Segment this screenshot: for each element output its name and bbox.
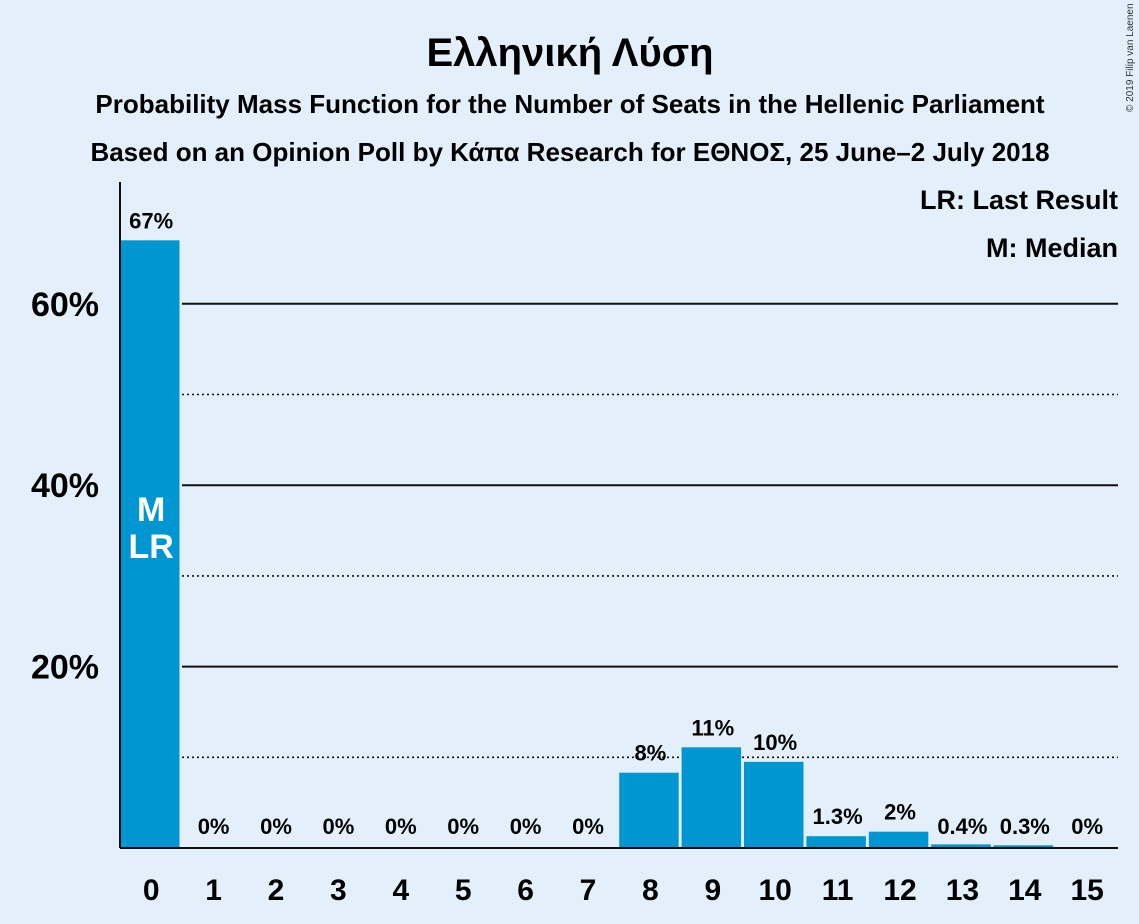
data-label: 0% <box>510 814 542 839</box>
data-label: 11% <box>691 715 734 740</box>
x-tick-label: 15 <box>1071 874 1104 907</box>
x-tick-label: 10 <box>759 874 792 907</box>
data-label: 0% <box>385 814 417 839</box>
x-tick-label: 11 <box>822 874 854 907</box>
chart-subtitle-poll: Based on an Opinion Poll by Κάπα Researc… <box>90 137 1049 167</box>
bar <box>744 761 804 848</box>
y-tick-label: 40% <box>31 467 99 505</box>
bar <box>681 747 742 848</box>
x-tick-label: 5 <box>455 874 472 907</box>
x-tick-label: 12 <box>883 874 916 907</box>
data-label: 0.3% <box>1000 814 1050 839</box>
data-label: 0% <box>447 814 479 839</box>
data-label: 2% <box>884 800 916 825</box>
y-tick-label: 20% <box>31 649 99 687</box>
x-tick-label: 1 <box>205 874 222 907</box>
axes <box>119 182 1118 849</box>
bar <box>806 836 866 848</box>
data-label: 8% <box>635 741 667 766</box>
data-label: 0% <box>260 814 292 839</box>
x-tick-label: 13 <box>946 874 979 907</box>
chart-subtitle: Probability Mass Function for the Number… <box>95 89 1045 119</box>
bar <box>120 240 180 848</box>
y-tick-label: 60% <box>31 286 99 324</box>
copyright-note: © 2019 Filip van Laenen <box>1125 3 1136 112</box>
x-tick-label: 4 <box>392 874 409 907</box>
bar <box>931 844 991 848</box>
x-tick-label: 2 <box>268 874 285 907</box>
bar <box>619 772 679 848</box>
bar <box>993 845 1054 848</box>
data-labels: 67% 0% 0% 0% 0% 0% 0% 0% 8% 11% 10% 1.3% 2% 0.4% 0.3% 0… <box>129 208 1104 839</box>
x-tick-label: 8 <box>642 874 659 907</box>
x-tick-label: 9 <box>704 874 721 907</box>
x-axis-ticks: 0 1 2 3 4 5 6 7 8 9 10 11 12 13 14 15 <box>143 874 1104 907</box>
x-tick-label: 0 <box>143 874 160 907</box>
bar-marker: LR <box>129 528 174 566</box>
chart-title: Ελληνική Λύση <box>426 31 713 75</box>
data-label: 0% <box>323 814 355 839</box>
y-axis-ticks: 20% 40% 60% <box>31 286 99 687</box>
data-label: 0.4% <box>937 814 987 839</box>
x-tick-label: 14 <box>1008 874 1042 907</box>
data-label: 1.3% <box>813 804 863 829</box>
data-label: 0% <box>1071 814 1103 839</box>
bar-marker: M <box>137 491 165 529</box>
x-tick-label: 6 <box>517 874 534 907</box>
x-tick-label: 7 <box>580 874 597 907</box>
data-label: 0% <box>572 814 604 839</box>
gridlines <box>182 302 1118 759</box>
data-label: 10% <box>753 730 797 755</box>
data-label: 67% <box>129 208 173 233</box>
x-tick-label: 3 <box>330 874 347 907</box>
bars <box>120 240 1054 848</box>
legend-last-result: LR: Last Result <box>920 185 1118 215</box>
legend-median: M: Median <box>986 233 1118 263</box>
data-label: 0% <box>198 814 230 839</box>
bar <box>868 831 929 848</box>
